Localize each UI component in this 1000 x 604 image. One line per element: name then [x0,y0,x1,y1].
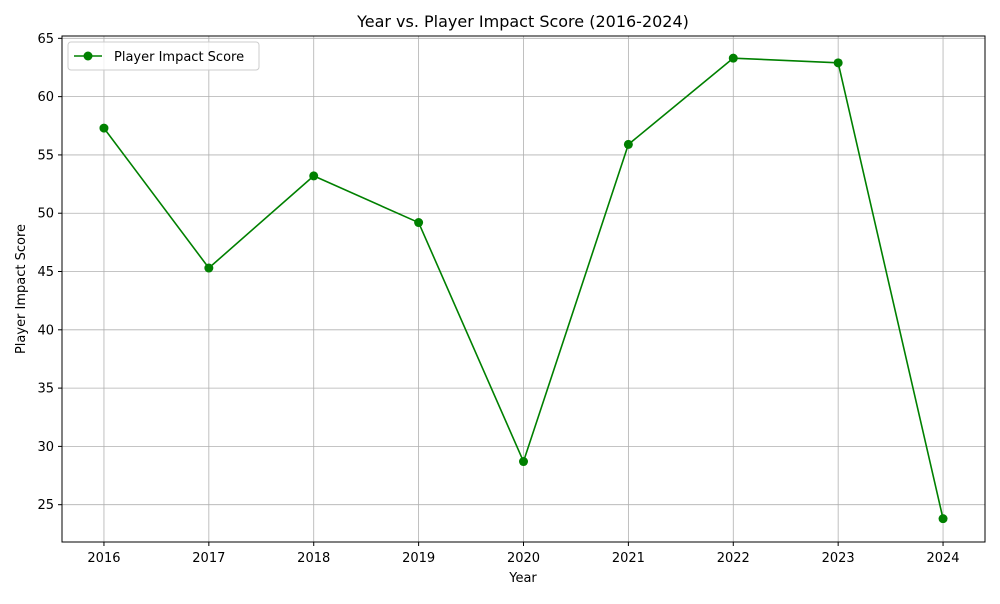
x-tick-label: 2017 [192,551,225,566]
y-tick-label: 40 [37,323,54,338]
series-layer [99,53,948,524]
y-tick-label: 45 [37,265,54,280]
y-tick-label: 25 [37,498,54,513]
y-tick-label: 50 [37,207,54,222]
legend-label: Player Impact Score [114,50,244,65]
data-point [414,218,424,228]
y-tick-label: 65 [37,32,54,47]
plot-area-frame [61,35,986,543]
y-tick-label: 30 [37,440,54,455]
chart-title: Year vs. Player Impact Score (2016-2024) [356,12,689,31]
legend-box [67,41,260,71]
y-axis-label: Player Impact Score [14,224,29,354]
x-tick-label: 2020 [507,551,540,566]
x-tick-label: 2018 [297,551,330,566]
y-axis-ticks: 25 30 35 40 45 50 55 60 65 [37,32,62,513]
x-tick-label: 2016 [87,551,120,566]
legend-marker-swatch [83,51,93,61]
x-tick-label: 2024 [926,551,959,566]
data-point [309,171,319,181]
x-tick-label: 2022 [717,551,750,566]
data-point [833,58,843,68]
data-point [99,123,109,133]
x-axis-label: Year [508,571,537,586]
data-point [938,514,948,524]
data-point [519,457,528,467]
x-axis-ticks: 2016 2017 2018 2019 2020 2021 2022 2023 2024 [87,542,960,566]
legend: Player Impact Score [67,41,260,71]
y-tick-label: 55 [37,148,54,163]
x-tick-label: 2023 [822,551,855,566]
data-point [728,53,738,63]
x-tick-label: 2021 [612,551,645,566]
x-tick-label: 2019 [402,551,435,566]
y-tick-label: 60 [37,90,54,105]
y-tick-label: 35 [37,382,54,397]
data-point [204,263,214,273]
data-point [623,139,633,149]
